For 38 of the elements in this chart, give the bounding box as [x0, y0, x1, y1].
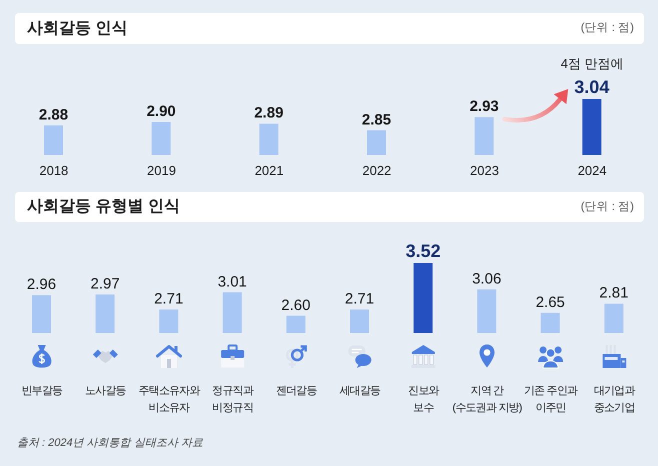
- x-tick-label: 세대갈등: [339, 385, 381, 397]
- data-label: 2.90: [146, 103, 176, 120]
- data-label: 2.88: [38, 106, 68, 124]
- data-label: 3.52: [406, 241, 441, 261]
- data-label: 2.81: [599, 284, 628, 302]
- annotation: 4점 만점에: [560, 56, 624, 71]
- x-tick-label: 지역 간 (수도권과 지방): [452, 385, 522, 414]
- data-label: 3.01: [218, 273, 247, 290]
- x-tick-label: 2022: [362, 163, 392, 178]
- data-label: 2.65: [536, 294, 565, 311]
- x-tick-label: 2021: [254, 163, 284, 178]
- text: (단위 : 점): [580, 200, 634, 215]
- chart-title: 사회갈등 유형별 인식: [27, 197, 180, 217]
- x-tick-label: 2019: [147, 163, 176, 178]
- data-label: 2.96: [26, 276, 56, 294]
- source-note: 출처 : 2024년 사회통합 실태조사 자료: [17, 436, 203, 450]
- data-label: 2.97: [90, 276, 120, 293]
- x-tick-label: 진보와 보수: [408, 385, 440, 414]
- data-label: 2.89: [254, 104, 284, 122]
- data-label: 2.93: [470, 98, 499, 116]
- x-tick-label: 주택소유자와 비소유자: [138, 385, 200, 414]
- x-tick-label: 빈부갈등: [21, 385, 63, 397]
- x-tick-label: 2023: [470, 163, 499, 178]
- x-tick-label: 정규직과 비정규직: [212, 385, 254, 414]
- text: (단위 : 점): [580, 21, 634, 36]
- data-label: 3.04: [574, 77, 610, 97]
- x-tick-label: 노사갈등: [84, 385, 127, 397]
- data-label: 3.06: [472, 270, 502, 288]
- chart-title: 사회갈등 인식: [27, 19, 128, 39]
- data-label: 2.71: [154, 290, 184, 308]
- x-tick-label: 기존 주인과 이주민: [524, 385, 578, 414]
- data-label: 2.85: [362, 111, 392, 128]
- x-tick-label: 2024: [578, 163, 607, 178]
- data-label: 2.60: [281, 296, 310, 314]
- x-tick-label: 2018: [39, 163, 68, 178]
- data-label: 2.71: [344, 290, 374, 308]
- x-tick-label: 젠더갈등: [276, 385, 318, 397]
- x-tick-label: 대기업과 중소기업: [594, 385, 636, 414]
